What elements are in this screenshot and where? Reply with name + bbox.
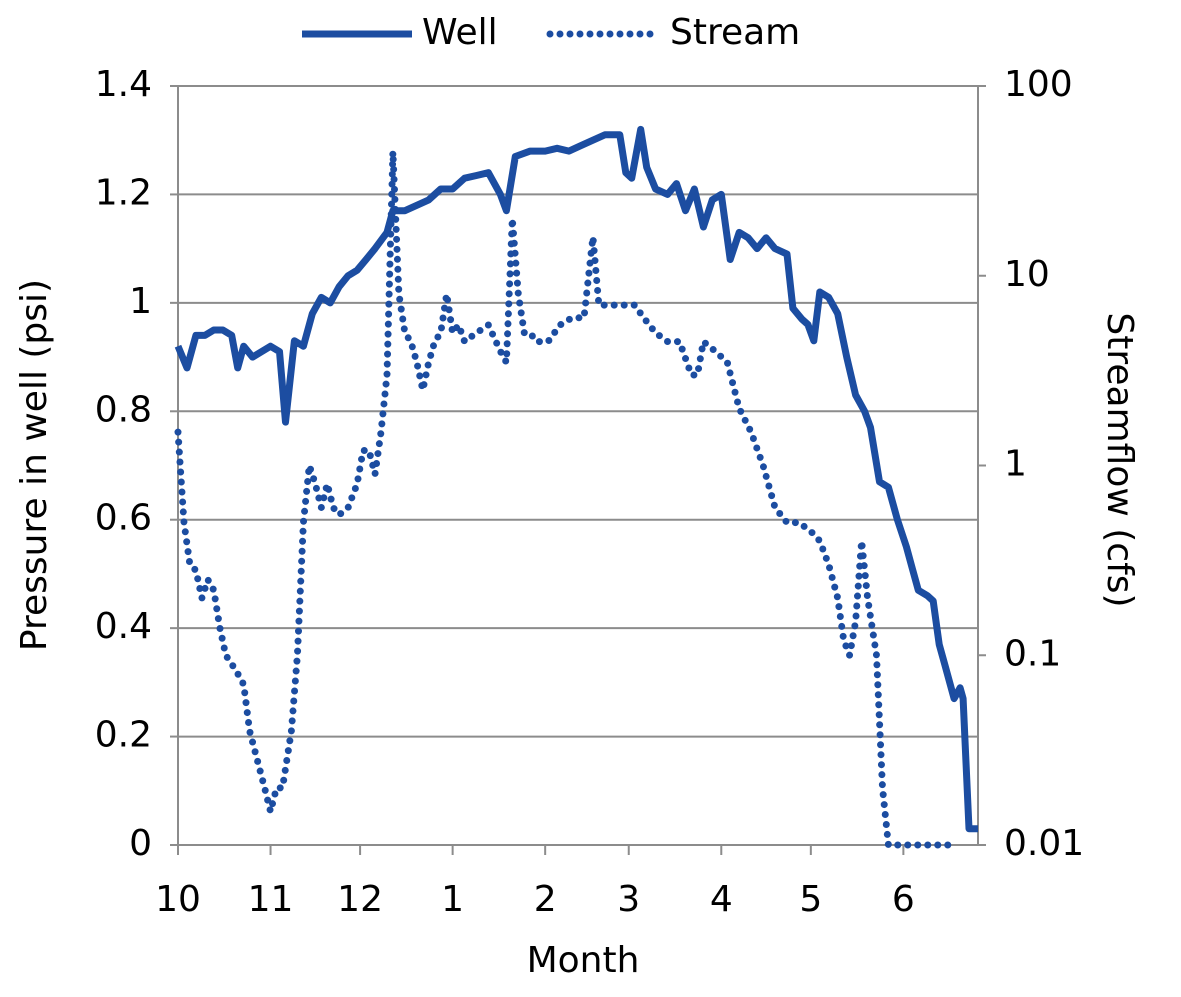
y-tick-label: 0.4 — [95, 606, 152, 647]
legend-label: Well — [422, 12, 498, 53]
y2-tick-label: 1 — [1004, 444, 1027, 485]
y-tick-label: 0 — [129, 823, 152, 864]
y2-tick-label: 100 — [1004, 64, 1073, 105]
y-tick-label: 1.4 — [95, 64, 152, 105]
series-line — [174, 125, 978, 833]
x-tick-label: 10 — [155, 879, 201, 920]
legend-label: Stream — [670, 12, 800, 53]
y2-tick-label: 0.01 — [1004, 823, 1084, 864]
x-tick-label: 6 — [892, 879, 915, 920]
y2-tick-label: 0.1 — [1004, 633, 1061, 674]
x-tick-label: 1 — [441, 879, 464, 920]
x-tick-label: 12 — [337, 879, 383, 920]
x-tick-label: 2 — [534, 879, 557, 920]
y2-tick-label: 10 — [1004, 254, 1050, 295]
x-axis-title: Month — [527, 940, 640, 981]
y-tick-label: 1.2 — [95, 172, 152, 213]
x-tick-label: 5 — [799, 879, 822, 920]
x-tick-label: 4 — [710, 879, 733, 920]
y2-axis-title: Streamflow (cfs) — [1099, 312, 1140, 607]
x-tick-label: 11 — [248, 879, 294, 920]
y-tick-label: 1 — [129, 281, 152, 322]
x-tick-label: 3 — [617, 879, 640, 920]
y-axis-title: Pressure in well (psi) — [14, 279, 55, 651]
y-tick-label: 0.6 — [95, 498, 152, 539]
y-tick-label: 0.2 — [95, 715, 152, 756]
y-tick-label: 0.8 — [95, 389, 152, 430]
series-line — [174, 151, 961, 849]
